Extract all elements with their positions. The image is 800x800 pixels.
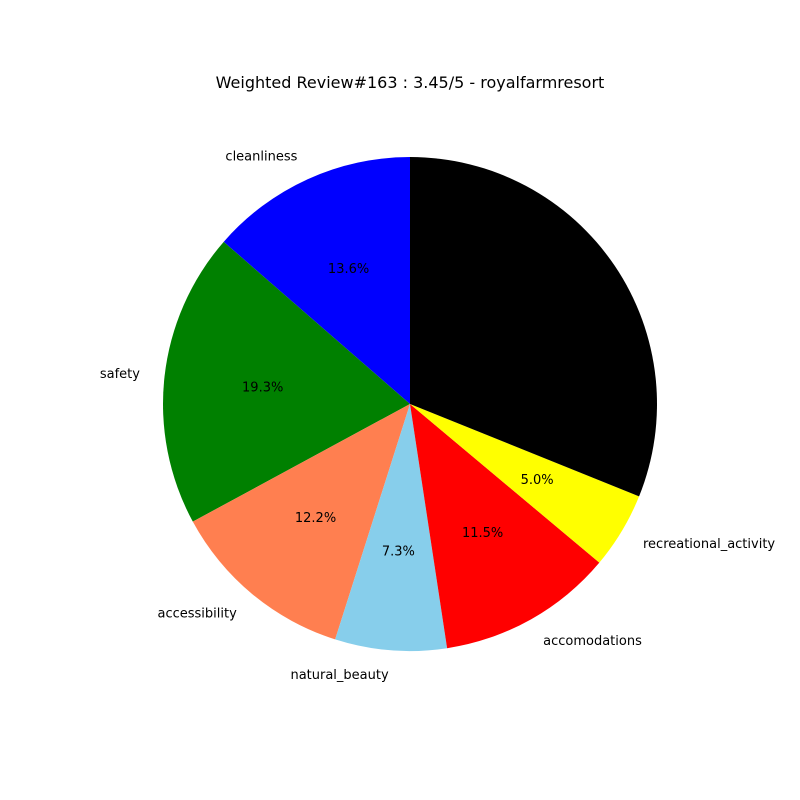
pie-slice-safety [162,241,410,522]
slice-label: natural_beauty [290,668,389,683]
slice-percent-label: 13.6% [328,262,369,277]
slice-percent-label: 19.3% [242,381,283,396]
slice-label: accessibility [158,606,238,621]
pie-slice-accessibility [192,404,410,640]
slice-percent-label: 5.0% [521,473,554,488]
slice-percent-label: 11.5% [462,526,503,541]
pie-slice-accomodations [410,404,600,649]
slice-percent-label: 12.2% [295,511,336,526]
pie-slices [162,157,658,652]
chart-title: Weighted Review#163 : 3.45/5 - royalfarm… [216,73,605,92]
slice-label: safety [100,367,140,382]
pie-slice-recreational_activity [410,404,640,563]
slice-label: recreational_activity [643,537,775,552]
slice-label: accomodations [543,634,642,649]
pie-slice-natural_beauty [335,404,448,652]
slice-label: cleanliness [225,150,297,165]
slice-percent-label: 7.3% [382,545,415,560]
pie-slice-unlabeled [410,157,658,497]
pie-labels: cleanliness 13.6% safety 19.3% accessibility… [100,150,776,683]
pie-slice-cleanliness [223,157,410,404]
